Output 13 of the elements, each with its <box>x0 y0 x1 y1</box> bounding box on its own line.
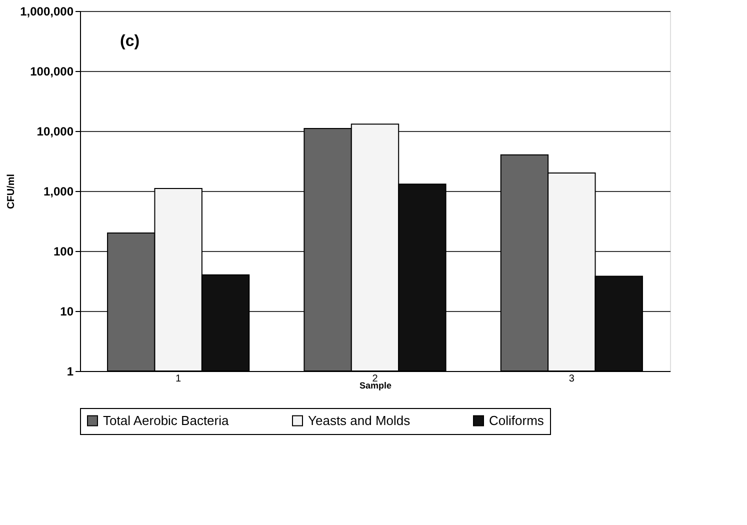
x-tick-label: 3 <box>568 374 575 384</box>
legend-label: Total Aerobic Bacteria <box>103 412 230 428</box>
y-tick-label: 10,000 <box>36 124 74 138</box>
annotation: (c) <box>120 33 140 50</box>
y-tick-label: 100 <box>53 244 74 258</box>
legend-label: Coliforms <box>489 412 544 428</box>
y-tick-label: 1,000,000 <box>20 4 74 18</box>
y-axis-title: CFU/ml <box>6 174 18 209</box>
y-tick-label: 1,000 <box>43 184 74 198</box>
legend-label: Yeasts and Molds <box>308 412 411 428</box>
x-tick-label: 1 <box>176 374 182 384</box>
y-tick-label: 10 <box>60 304 74 318</box>
y-tick-label: 100,000 <box>30 64 74 78</box>
